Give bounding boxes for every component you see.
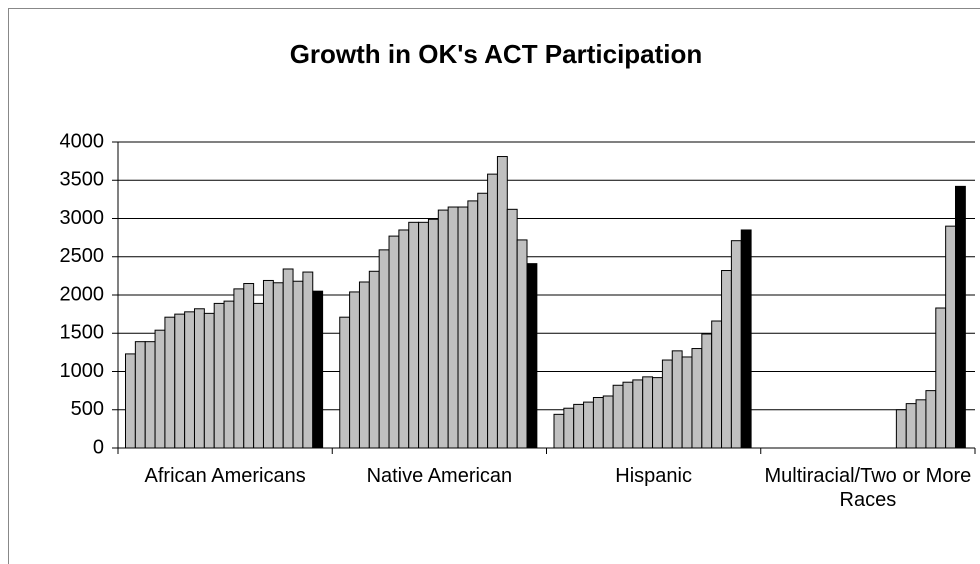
y-tick-label: 0 (93, 436, 104, 458)
bar (642, 376, 654, 449)
bar (496, 156, 508, 449)
bar (253, 302, 264, 449)
x-tick-label: Hispanic (615, 465, 692, 487)
bar (583, 401, 594, 449)
bar (203, 312, 215, 449)
bar (174, 313, 186, 449)
bar (154, 329, 166, 449)
bar (915, 399, 927, 449)
bar (661, 359, 673, 449)
bar (632, 379, 644, 449)
bar (213, 302, 225, 449)
bar (516, 239, 528, 449)
bar (398, 229, 410, 449)
bar (506, 208, 518, 449)
x-tick-label: Multiracial/Two or More Races (764, 465, 972, 511)
chart-border (8, 8, 980, 564)
y-tick-label: 2000 (60, 283, 105, 305)
bar (622, 381, 634, 449)
bar (935, 307, 947, 449)
bar (711, 320, 723, 449)
bar (563, 407, 575, 449)
bar (427, 218, 439, 449)
chart-title: Growth in OK's ACT Participation (290, 39, 703, 69)
bar (339, 316, 351, 449)
bar (487, 173, 498, 449)
y-tick-label: 3500 (60, 169, 105, 191)
bar (233, 288, 245, 449)
bar (652, 377, 663, 449)
bar (184, 311, 195, 449)
bar (701, 333, 713, 449)
bar (945, 225, 957, 449)
bar (272, 282, 284, 449)
y-tick-label: 3000 (60, 207, 105, 229)
bar (955, 185, 966, 449)
bar (477, 192, 489, 449)
bar (243, 283, 255, 449)
bar (134, 341, 146, 449)
bar (378, 249, 390, 449)
y-tick-label: 2500 (60, 245, 105, 267)
bar (282, 268, 294, 449)
bar (721, 270, 732, 449)
bar (292, 280, 304, 449)
bar (302, 271, 314, 449)
bar (457, 206, 469, 449)
bar (144, 341, 156, 449)
bar (368, 270, 380, 449)
bar (612, 384, 624, 449)
bar (602, 395, 614, 449)
bar (358, 281, 370, 449)
bar (740, 229, 752, 449)
y-tick-label: 500 (71, 398, 104, 420)
bar (905, 403, 917, 449)
bar (124, 353, 136, 449)
y-tick-label: 1000 (60, 360, 105, 382)
bar (164, 316, 176, 449)
bar (408, 221, 420, 449)
y-tick-label: 4000 (60, 130, 105, 152)
bar (553, 413, 565, 449)
bar (193, 308, 205, 449)
bar (691, 348, 703, 449)
bar (573, 403, 585, 449)
bar (671, 350, 683, 449)
bar (262, 279, 274, 449)
bar (730, 240, 742, 449)
bar (681, 356, 693, 449)
bar (467, 200, 479, 449)
bar (418, 221, 429, 449)
bar (925, 390, 937, 449)
bar (592, 397, 604, 449)
bar (223, 300, 235, 449)
bar (437, 209, 449, 449)
x-tick-label: Native American (366, 465, 513, 487)
y-tick-label: 1500 (60, 322, 105, 344)
bar (312, 290, 324, 449)
x-tick-label: African Americans (144, 465, 306, 487)
bar (526, 263, 538, 449)
bar (388, 235, 400, 449)
bar (895, 409, 907, 449)
bar (447, 206, 459, 449)
bar (349, 291, 360, 449)
